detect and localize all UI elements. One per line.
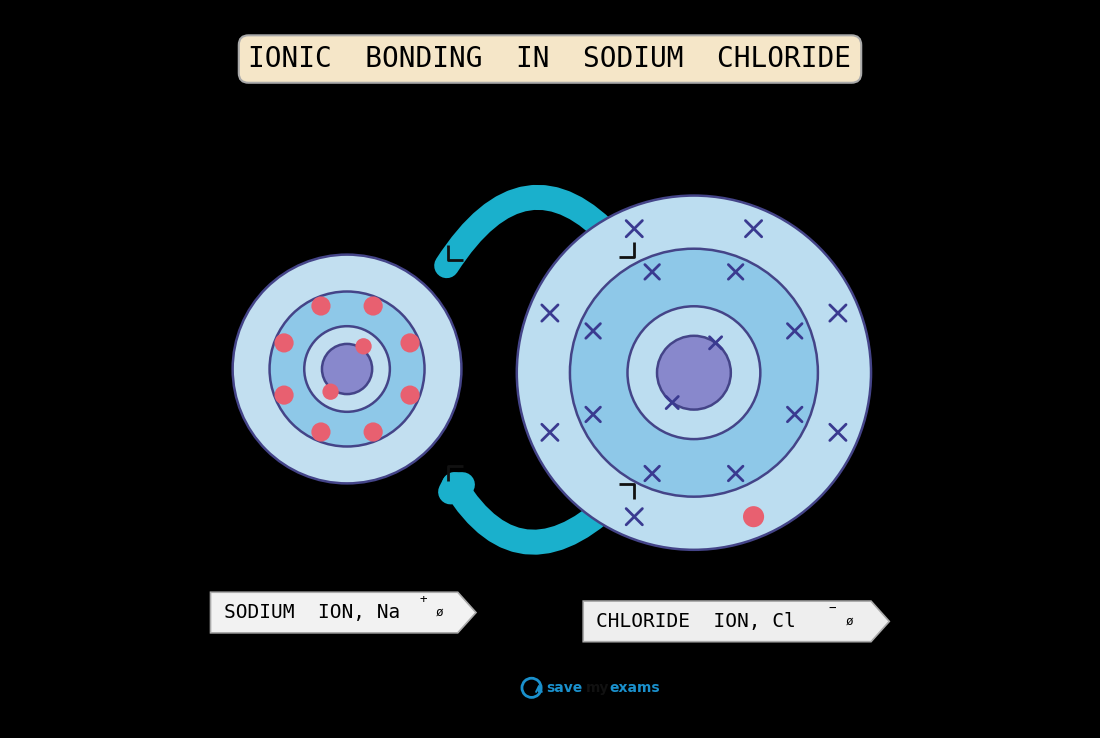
Text: IONIC  BONDING  IN  SODIUM  CHLORIDE: IONIC BONDING IN SODIUM CHLORIDE bbox=[249, 45, 851, 73]
Circle shape bbox=[305, 326, 389, 412]
Text: SODIUM  ION, Na: SODIUM ION, Na bbox=[223, 603, 400, 622]
Circle shape bbox=[275, 334, 294, 353]
Text: ø: ø bbox=[845, 615, 853, 628]
Circle shape bbox=[400, 385, 419, 404]
Text: exams: exams bbox=[609, 681, 660, 694]
Polygon shape bbox=[210, 592, 476, 633]
Text: CHLORIDE  ION, Cl: CHLORIDE ION, Cl bbox=[596, 612, 796, 631]
Circle shape bbox=[233, 255, 461, 483]
Circle shape bbox=[400, 334, 419, 353]
Circle shape bbox=[742, 506, 764, 527]
Circle shape bbox=[627, 306, 760, 439]
Text: my: my bbox=[585, 681, 608, 694]
Circle shape bbox=[570, 249, 818, 497]
Text: save: save bbox=[547, 681, 583, 694]
Circle shape bbox=[355, 338, 372, 354]
Circle shape bbox=[364, 297, 383, 316]
Circle shape bbox=[270, 292, 425, 446]
Circle shape bbox=[322, 384, 339, 400]
Circle shape bbox=[275, 385, 294, 404]
Circle shape bbox=[311, 297, 330, 316]
Text: +: + bbox=[419, 593, 427, 606]
Circle shape bbox=[517, 196, 871, 550]
Text: −: − bbox=[828, 601, 836, 615]
Polygon shape bbox=[583, 601, 889, 642]
Circle shape bbox=[657, 336, 730, 410]
Circle shape bbox=[364, 422, 383, 441]
Circle shape bbox=[311, 422, 330, 441]
Circle shape bbox=[322, 344, 372, 394]
Text: ø: ø bbox=[436, 606, 443, 619]
